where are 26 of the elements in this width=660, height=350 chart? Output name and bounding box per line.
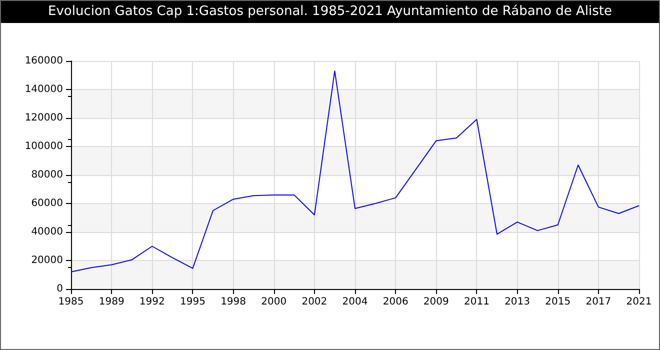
- x-tick-label: 1998: [220, 296, 246, 308]
- x-tick-label: 1985: [58, 296, 84, 308]
- y-tick-label: 120000: [24, 112, 63, 124]
- x-tick-label: 2013: [504, 296, 530, 308]
- y-tick-label: 140000: [24, 84, 63, 95]
- x-tick-label: 2006: [382, 296, 408, 308]
- x-tick-label: 2002: [302, 296, 328, 308]
- x-tick-label: 1992: [139, 296, 165, 308]
- chart-title: Evolucion Gatos Cap 1:Gastos personal. 1985-2021 Ayuntamiento de Rábano de Aliste: [1, 1, 659, 23]
- x-tick-label: 2000: [261, 296, 287, 308]
- line-series: [70, 70, 640, 272]
- x-tick-label: 2015: [545, 296, 571, 308]
- y-tick-label: 60000: [31, 198, 63, 209]
- y-tick-label: 100000: [24, 141, 63, 152]
- x-tick-label: 2009: [423, 296, 449, 308]
- x-tick-label: 2017: [586, 296, 612, 308]
- y-tick-label: 20000: [31, 255, 63, 266]
- x-tick-label: 2004: [342, 296, 368, 308]
- x-tick-label: 1995: [180, 296, 206, 308]
- x-tick-label: 2011: [464, 296, 490, 308]
- y-tick-label: 40000: [31, 226, 63, 238]
- x-tick-label: 2021: [626, 296, 652, 308]
- y-tick-label: 80000: [31, 170, 63, 180]
- x-tick-label: 1989: [98, 296, 124, 308]
- y-tick-label: 0: [56, 284, 63, 294]
- y-tick-label: 160000: [24, 56, 63, 66]
